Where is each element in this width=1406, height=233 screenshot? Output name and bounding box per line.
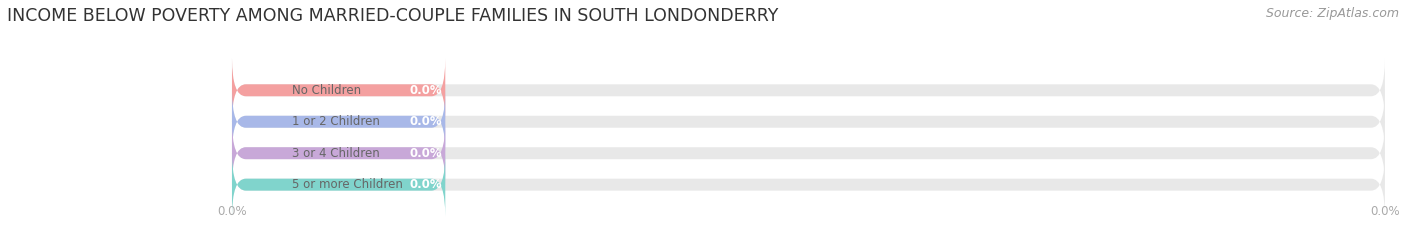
FancyBboxPatch shape [232,153,446,216]
Text: 1 or 2 Children: 1 or 2 Children [291,115,380,128]
FancyBboxPatch shape [232,121,1385,185]
Text: 0.0%: 0.0% [409,147,441,160]
FancyBboxPatch shape [232,90,1385,154]
Text: 3 or 4 Children: 3 or 4 Children [291,147,380,160]
FancyBboxPatch shape [232,90,446,154]
Text: 5 or more Children: 5 or more Children [291,178,402,191]
Text: 0.0%: 0.0% [409,84,441,97]
Text: 0.0%: 0.0% [409,178,441,191]
FancyBboxPatch shape [232,121,446,185]
Text: No Children: No Children [291,84,361,97]
Text: INCOME BELOW POVERTY AMONG MARRIED-COUPLE FAMILIES IN SOUTH LONDONDERRY: INCOME BELOW POVERTY AMONG MARRIED-COUPL… [7,7,779,25]
Text: Source: ZipAtlas.com: Source: ZipAtlas.com [1265,7,1399,20]
FancyBboxPatch shape [232,58,446,122]
Text: 0.0%: 0.0% [409,115,441,128]
FancyBboxPatch shape [232,58,1385,122]
FancyBboxPatch shape [232,153,1385,216]
